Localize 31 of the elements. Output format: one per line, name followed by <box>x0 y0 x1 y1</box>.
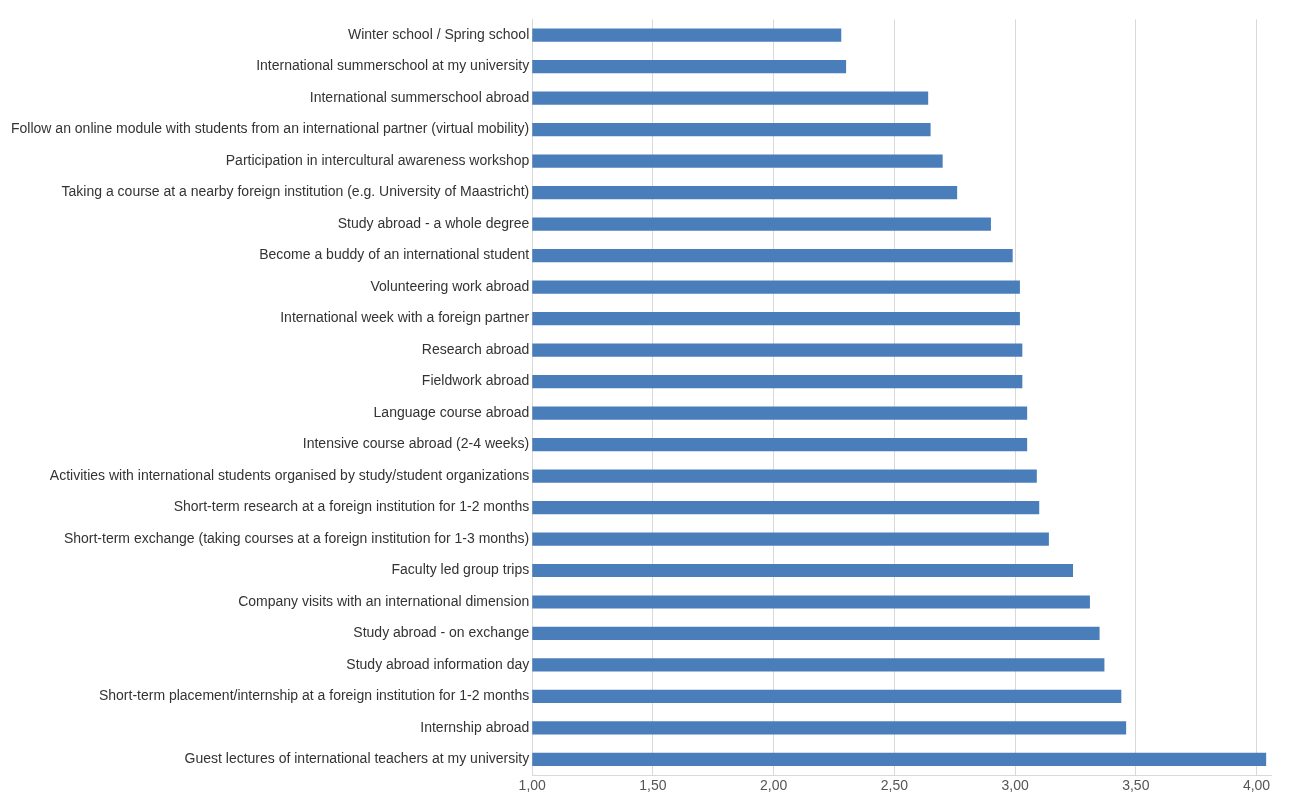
y-tick-label: Study abroad - a whole degree <box>337 214 530 231</box>
y-tick-label: Taking a course at a nearby foreign institution (e.g. University of Maastricht) <box>61 183 530 200</box>
y-tick-label: Guest lectures of international teachers at my university <box>184 750 530 767</box>
y-tick-label: Intensive course abroad (2-4 weeks) <box>302 435 530 452</box>
y-tick-label: Volunteering work abroad <box>370 277 530 294</box>
y-tick-label: Study abroad - on exchange <box>353 624 530 641</box>
y-tick-label: Participation in intercultural awareness workshop <box>225 151 530 168</box>
y-tick-label: International week with a foreign partner <box>280 309 530 326</box>
y-tick-label: Internship abroad <box>420 718 530 735</box>
y-tick-label: Short-term research at a foreign institution for 1-2 months <box>173 498 530 515</box>
y-tick-label: Fieldwork abroad <box>421 372 530 389</box>
y-tick-label: Research abroad <box>421 340 530 357</box>
y-tick-label: Activities with international students organised by study/student organizations <box>49 466 530 483</box>
y-tick-label: Language course abroad <box>373 403 530 420</box>
y-tick-label: Faculty led group trips <box>391 561 530 578</box>
y-tick-label: Winter school / Spring school <box>347 26 530 43</box>
y-tick-label: Short-term exchange (taking courses at a foreign institution for 1-3 months) <box>63 529 530 546</box>
y-tick-label: International summerschool abroad <box>309 88 530 105</box>
x-tick-label: 2,00 <box>760 777 788 794</box>
y-tick-label: Follow an online module with students from an international partner (virtual mobility) <box>11 120 530 137</box>
x-tick-label: 2,50 <box>880 777 909 794</box>
y-tick-label: International summerschool at my university <box>256 57 530 74</box>
x-tick-label: 1,00 <box>518 777 547 794</box>
y-tick-label: Company visits with an international dimension <box>238 592 530 609</box>
y-tick-label: Study abroad information day <box>346 655 530 672</box>
x-tick-label: 4,00 <box>1242 777 1271 794</box>
x-tick-label: 1,50 <box>639 777 667 794</box>
x-tick-label: 3,50 <box>1122 777 1150 794</box>
y-tick-label: Short-term placement/internship at a foreign institution for 1-2 months <box>98 687 530 704</box>
x-tick-label: 3,00 <box>1001 777 1029 794</box>
y-tick-label: Become a buddy of an international student <box>259 246 530 263</box>
